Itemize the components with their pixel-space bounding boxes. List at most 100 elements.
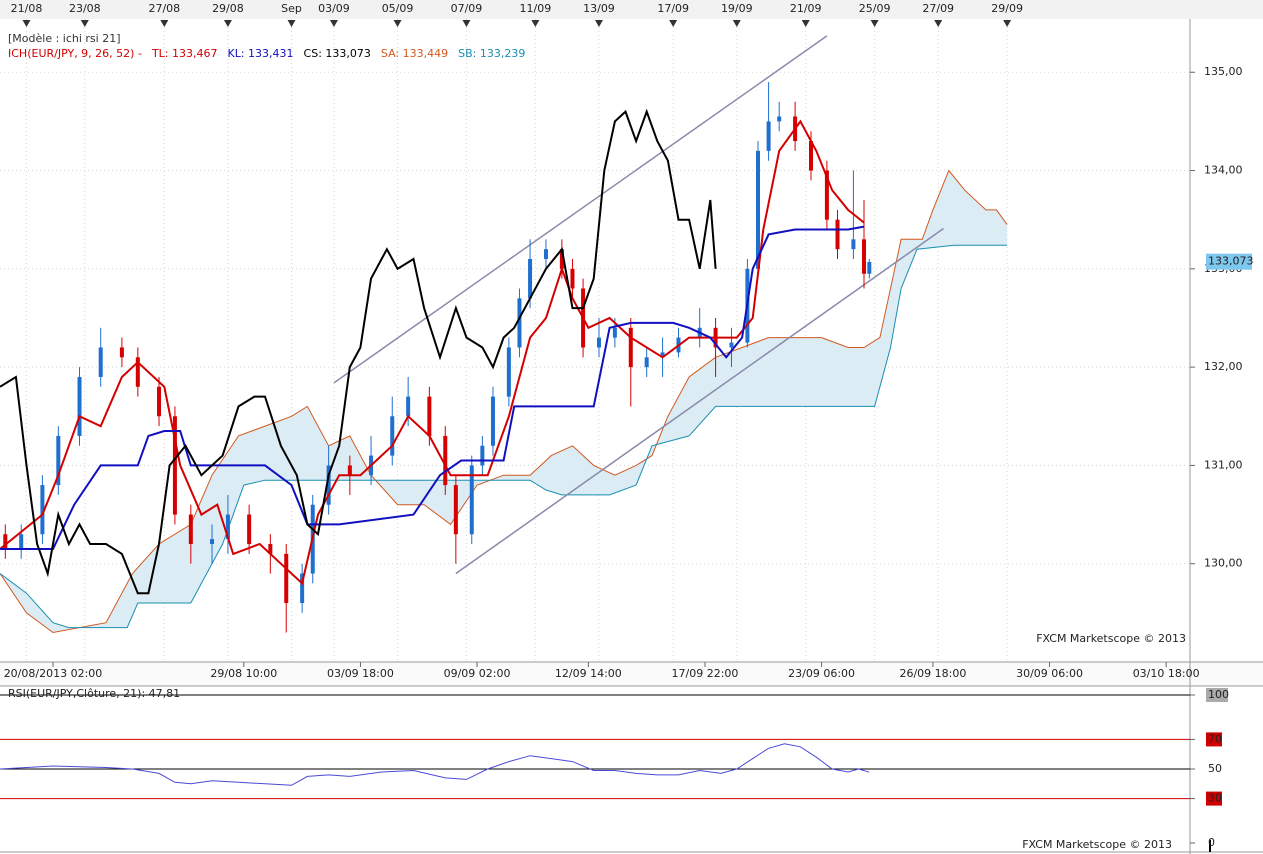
candle-body	[469, 465, 474, 535]
candle-body	[453, 485, 458, 535]
y-tick-label: 131,00	[1204, 458, 1243, 471]
candle-body	[835, 219, 840, 250]
candle-body	[644, 357, 649, 368]
top-tick-label: 13/09	[583, 2, 615, 15]
candle-body	[777, 116, 782, 122]
x-tick-label: 26/09 18:00	[899, 667, 966, 680]
y-tick-label: 135,00	[1204, 65, 1243, 78]
top-tick-marker	[531, 20, 540, 27]
candle-body	[284, 553, 289, 604]
y-tick-label: 70	[1208, 732, 1222, 745]
candle-body	[135, 357, 140, 387]
candle-body	[172, 416, 177, 515]
x-tick-label: 03/09 18:00	[327, 667, 394, 680]
candle-body	[427, 396, 432, 436]
y-tick-label: 100	[1208, 688, 1229, 701]
candle-body	[326, 465, 331, 505]
candle-body	[867, 261, 872, 274]
trendline	[455, 227, 944, 575]
rsi-title: RSI(EUR/JPY,Clôture, 21): 47,81	[8, 687, 180, 700]
x-tick-label: 09/09 02:00	[444, 667, 511, 680]
candle-body	[19, 534, 24, 549]
top-tick-marker	[223, 20, 232, 27]
candle-body	[480, 445, 485, 466]
indicator-label: ICH(EUR/JPY, 9, 26, 52) -	[8, 47, 142, 60]
y-tick-label: 0	[1208, 836, 1215, 849]
top-tick-marker	[462, 20, 471, 27]
y-tick-label: 132,00	[1204, 360, 1243, 373]
candle-body	[247, 514, 252, 545]
top-tick-label: 29/08	[212, 2, 244, 15]
indicator-label: CS: 133,073	[303, 47, 371, 60]
x-tick-label: 30/09 06:00	[1016, 667, 1083, 680]
y-tick-label: 134,00	[1204, 164, 1243, 177]
top-tick-marker	[22, 20, 31, 27]
candle-body	[755, 150, 760, 269]
senkou-span	[0, 169, 1008, 634]
top-tick-label: 29/09	[991, 2, 1023, 15]
candle-body	[98, 347, 103, 377]
top-tick-label: 27/08	[148, 2, 180, 15]
top-tick-label: Sep	[281, 2, 302, 15]
indicator-label: SB: 133,239	[458, 47, 526, 60]
indicator-labels: ICH(EUR/JPY, 9, 26, 52) - TL: 133,467 KL: …	[8, 46, 535, 61]
candle-body	[40, 485, 45, 535]
watermark: FXCM Marketscope © 2013	[1022, 838, 1172, 851]
last-price-box	[1206, 253, 1252, 270]
indicator-line	[0, 225, 865, 550]
candle-body	[188, 514, 193, 545]
candle-body	[528, 259, 533, 299]
top-tick-label: 19/09	[721, 2, 753, 15]
top-tick-label: 05/09	[382, 2, 414, 15]
top-tick-label: 17/09	[657, 2, 689, 15]
top-tick-marker	[287, 20, 296, 27]
top-tick-label: 21/08	[11, 2, 43, 15]
top-tick-marker	[1003, 20, 1012, 27]
tick-box	[1206, 791, 1222, 806]
candle-body	[157, 386, 162, 417]
top-tick-marker	[80, 20, 89, 27]
candle-body	[225, 514, 230, 540]
candle-body	[3, 534, 8, 549]
tick-box	[1206, 688, 1228, 702]
x-tick-label: 20/08/2013 02:00	[4, 667, 103, 680]
tick-box	[1206, 732, 1222, 747]
top-tick-label: 21/09	[790, 2, 822, 15]
candle-body	[406, 396, 411, 417]
indicator-line	[0, 108, 717, 595]
top-tick-marker	[870, 20, 879, 27]
candle-body	[210, 539, 215, 545]
top-tick-label: 27/09	[922, 2, 954, 15]
watermark: FXCM Marketscope © 2013	[1036, 632, 1186, 645]
top-tick-marker	[329, 20, 338, 27]
top-tick-marker	[594, 20, 603, 27]
y-tick-label: 30	[1208, 792, 1222, 805]
candle-body	[443, 435, 448, 486]
candle-body	[390, 416, 395, 456]
trendline	[333, 35, 828, 384]
candle-body	[77, 376, 82, 436]
candle-body	[506, 347, 511, 397]
x-tick-label: 23/09 06:00	[788, 667, 855, 680]
senkou-span	[0, 244, 1008, 629]
top-tick-marker	[934, 20, 943, 27]
candle-body	[766, 121, 771, 151]
top-axis-strip	[0, 0, 1263, 19]
last-price-label: 133,073	[1208, 255, 1254, 268]
x-tick-label: 29/08 10:00	[210, 667, 277, 680]
top-tick-label: 03/09	[318, 2, 350, 15]
top-tick-marker	[801, 20, 810, 27]
candle-body	[543, 249, 548, 260]
candle-body	[559, 249, 564, 269]
candle-body	[517, 298, 522, 348]
indicator-label: TL: 133,467	[151, 47, 218, 60]
x-tick-label: 03/10 18:00	[1133, 667, 1200, 680]
candle-body	[268, 544, 273, 554]
candle-body	[119, 347, 124, 358]
top-tick-label: 23/08	[69, 2, 101, 15]
candle-body	[570, 268, 575, 289]
candle-body	[596, 337, 601, 348]
candle-body	[628, 327, 633, 368]
candle-body	[347, 465, 352, 476]
